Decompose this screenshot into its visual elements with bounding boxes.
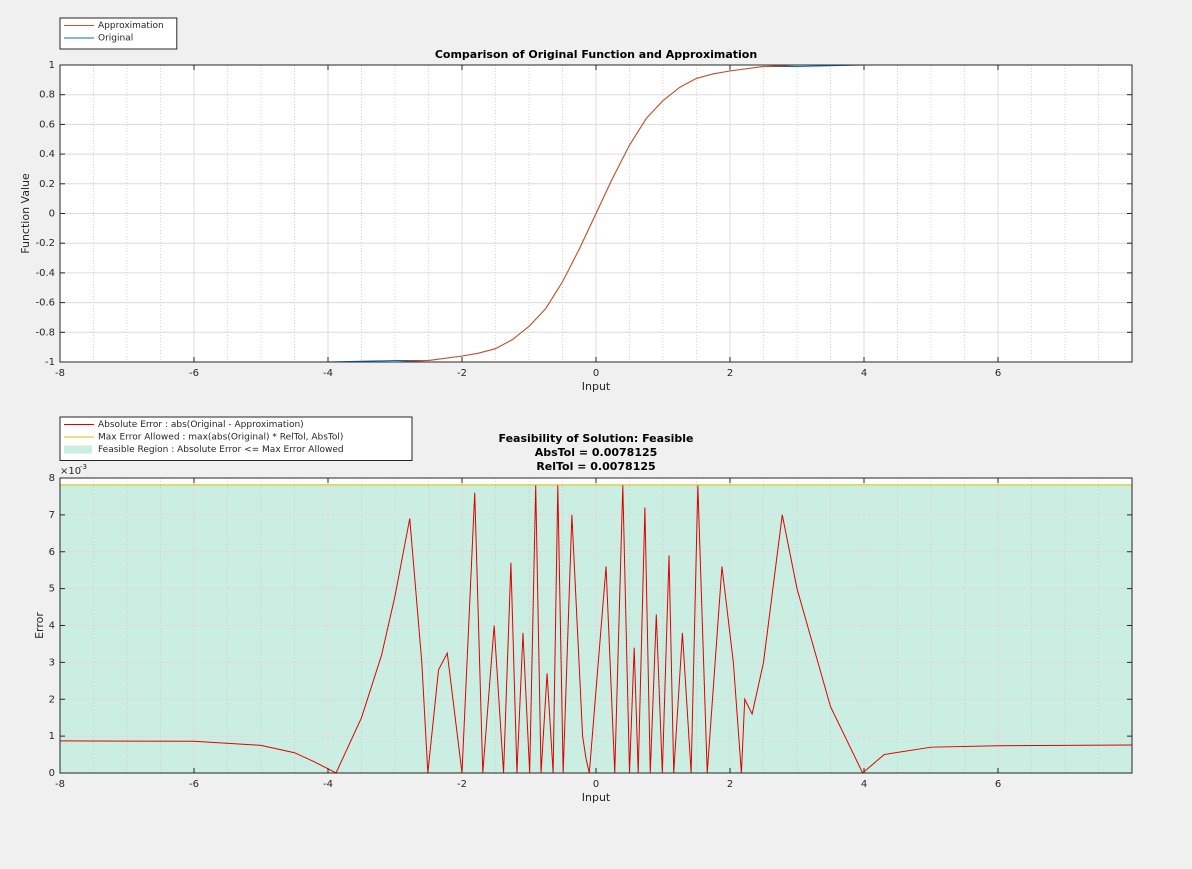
y-multiplier: ×10 [60, 466, 81, 477]
x-tick-label: -4 [323, 779, 333, 790]
y-tick-label: 0.6 [39, 119, 55, 130]
legend: Absolute Error : abs(Original - Approxim… [59, 416, 413, 461]
y-tick-label: -0.2 [35, 238, 55, 249]
x-tick-label: 0 [593, 779, 599, 790]
y-tick-label: 4 [49, 621, 55, 632]
chart: -8 -6 -4 -2 0 2 4 6 0 1 2 3 4 5 6 7 8 Feasibility of Solu… [33, 416, 1133, 804]
x-tick-label: -4 [323, 368, 333, 379]
legend-label: Original [98, 34, 133, 44]
y-axis-label: Error [33, 612, 46, 639]
legend-box [59, 416, 413, 461]
x-tick-label: -6 [189, 779, 199, 790]
x-tick-label: -2 [457, 368, 467, 379]
y-tick-label: -1 [45, 357, 55, 368]
x-tick-label: 6 [995, 779, 1001, 790]
y-tick-label: 0.2 [39, 179, 55, 190]
y-tick-label: 3 [49, 657, 55, 668]
y-tick-label: 1 [49, 731, 55, 742]
y-tick-label: 2 [49, 694, 55, 705]
x-axis-label: Input [582, 791, 611, 804]
chart: -8 -6 -4 -2 0 2 4 6 -1 -0.8 -0.6 -0.4 -0.2 0 0.2 0.4 0.6… [19, 17, 1133, 393]
y-tick-label: 0.4 [39, 149, 55, 160]
x-tick-label: -2 [457, 779, 467, 790]
x-tick-label: -6 [189, 368, 199, 379]
y-tick-label: -0.6 [35, 298, 55, 309]
chart-title: AbsTol = 0.0078125 [535, 446, 658, 459]
y-exponent: -3 [80, 463, 87, 471]
legend-label: Absolute Error : abs(Original - Approxim… [98, 420, 304, 430]
legend: Approximation Original [59, 17, 178, 50]
x-tick-label: 4 [861, 779, 867, 790]
legend-label: Feasible Region : Absolute Error <= Max … [98, 445, 344, 455]
x-tick-label: -8 [55, 779, 65, 790]
y-tick-label: 7 [49, 510, 55, 521]
line [59, 485, 1133, 774]
axes-box [59, 477, 1133, 774]
legend-swatch [64, 445, 92, 454]
y-tick-label: 0.8 [39, 90, 55, 101]
x-tick-label: 2 [727, 779, 733, 790]
y-tick-label: 5 [49, 584, 55, 595]
legend-label: Max Error Allowed : max(abs(Original) * … [98, 433, 343, 443]
y-tick-label: -0.8 [35, 327, 55, 338]
legend-label: Approximation [98, 21, 164, 31]
x-axis-label: Input [582, 380, 611, 393]
legend-box [59, 17, 178, 50]
y-tick-label: 6 [49, 547, 55, 558]
y-tick-label: 0 [49, 209, 55, 220]
x-tick-label: 4 [861, 368, 867, 379]
chart-title: Feasibility of Solution: Feasible [499, 432, 694, 445]
x-tick-label: 6 [995, 368, 1001, 379]
y-tick-label: 8 [49, 473, 55, 484]
y-tick-label: -0.4 [35, 268, 55, 279]
y-tick-label: 0 [49, 768, 55, 779]
x-tick-label: 0 [593, 368, 599, 379]
y-tick-label: 1 [49, 60, 55, 71]
chart-title: RelTol = 0.0078125 [536, 460, 655, 473]
x-tick-label: -8 [55, 368, 65, 379]
chart-title: Comparison of Original Function and Appr… [435, 48, 757, 61]
y-axis-label: Function Value [19, 173, 32, 254]
axes-box [59, 64, 1133, 363]
x-tick-label: 2 [727, 368, 733, 379]
